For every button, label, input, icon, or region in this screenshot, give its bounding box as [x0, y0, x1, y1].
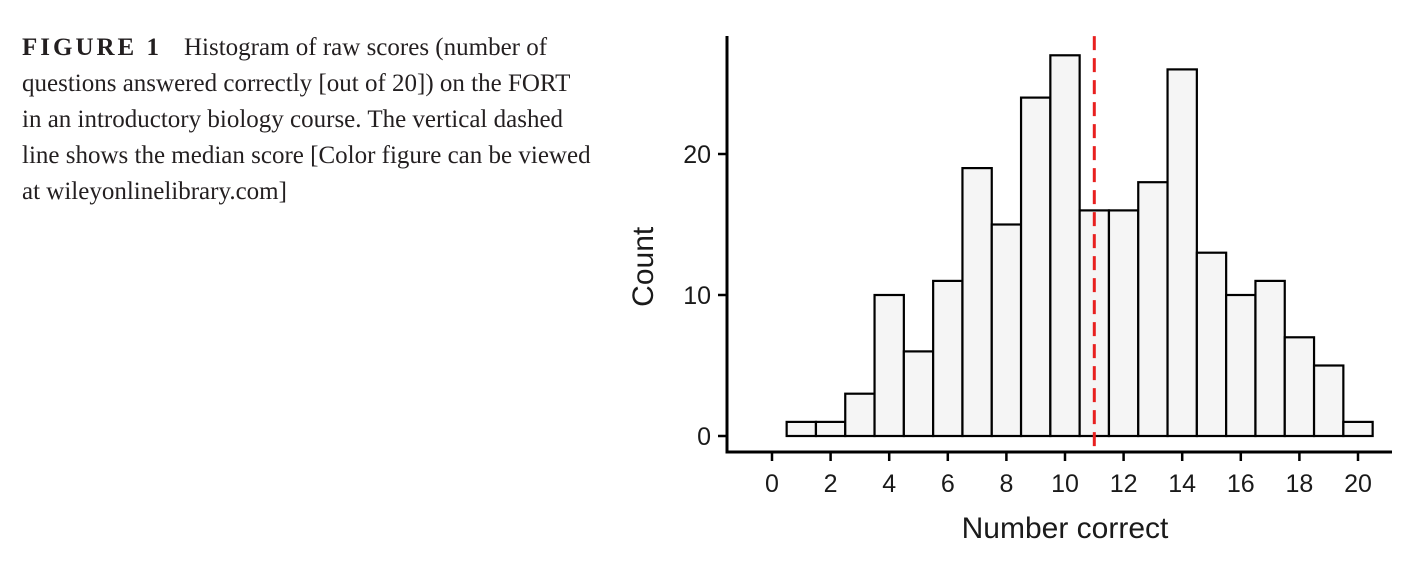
x-tick-label: 18: [1285, 470, 1313, 498]
histogram-bar: [1225, 293, 1257, 438]
histogram-bars: [785, 54, 1374, 438]
histogram-bar: [1254, 279, 1286, 438]
y-tick-label: 20: [683, 141, 711, 169]
histogram-bar: [1166, 68, 1198, 438]
x-tick-label: 20: [1344, 470, 1372, 498]
y-tick-label: 0: [697, 423, 711, 451]
histogram-bar: [1049, 54, 1081, 438]
y-tick-label: 10: [683, 282, 711, 310]
x-tick-label: 8: [999, 470, 1013, 498]
histogram-bar: [961, 167, 993, 438]
histogram-bar: [1137, 181, 1169, 438]
x-tick-label: 6: [941, 470, 955, 498]
histogram-bar: [785, 420, 818, 438]
x-tick-label: 4: [882, 470, 896, 498]
x-tick-label: 2: [824, 470, 838, 498]
histogram-bar: [873, 293, 905, 438]
y-axis-title: Count: [627, 226, 660, 307]
histogram-bar: [902, 350, 935, 438]
histogram-bar: [932, 279, 964, 438]
histogram-bar: [990, 223, 1023, 438]
x-axis-title: Number correct: [962, 512, 1169, 545]
histogram-bar: [814, 420, 847, 438]
histogram-bar: [1283, 336, 1316, 438]
histogram-bar: [1312, 364, 1345, 438]
x-tick-label: 10: [1051, 470, 1079, 498]
histogram-bar: [1195, 251, 1228, 438]
x-axis-ticks: 0 2 4 6 8 10 12 14 16 18 20: [765, 452, 1372, 498]
histogram-bar: [1019, 96, 1052, 438]
histogram-bar: [1342, 420, 1374, 438]
histogram-bar: [1107, 209, 1140, 438]
x-tick-label: 12: [1110, 470, 1138, 498]
histogram-bar: [844, 392, 876, 438]
figure-label: FIGURE 1: [22, 34, 162, 61]
x-tick-label: 0: [765, 470, 779, 498]
x-tick-label: 16: [1227, 470, 1255, 498]
y-axis-ticks: 0 10 20: [683, 141, 727, 451]
x-tick-label: 14: [1168, 470, 1196, 498]
caption-text: Histogram of raw scores (number of quest…: [22, 34, 591, 205]
figure-caption: FIGURE 1 Histogram of raw scores (number …: [22, 30, 592, 210]
